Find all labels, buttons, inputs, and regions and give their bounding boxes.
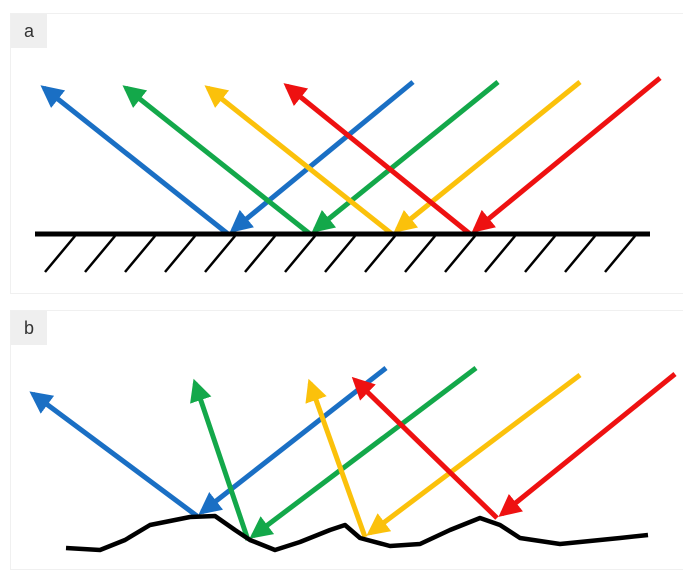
arrows-a [44,78,660,234]
page: a b (() => { const data = JSON.parse(doc… [0,0,683,568]
incident-ray [475,78,660,230]
reflected-ray [44,88,228,234]
reflected-ray [126,88,310,234]
incident-ray [253,368,476,536]
arrows-b [33,368,675,540]
incident-ray [502,374,675,514]
reflected-ray [355,380,497,518]
diagram [0,0,683,568]
incident-ray [233,82,413,230]
incident-ray [370,375,580,533]
reflected-ray [33,394,197,516]
hatching [45,236,635,272]
incident-ray [397,82,580,230]
reflected-ray [208,88,392,234]
incident-ray [315,82,498,230]
